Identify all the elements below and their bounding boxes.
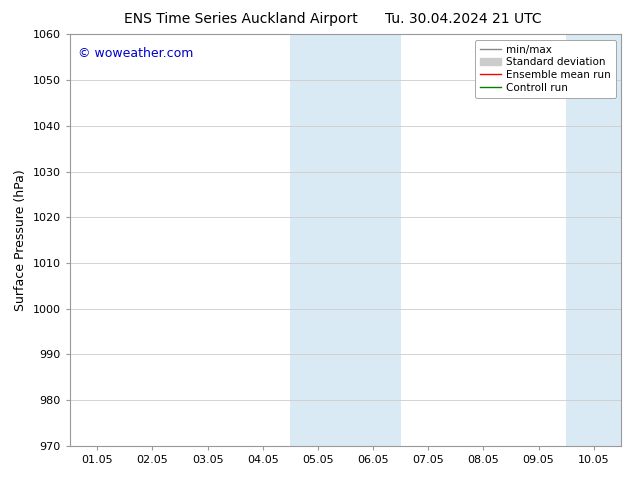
Bar: [566, 34, 621, 446]
Legend: min/max, Standard deviation, Ensemble mean run, Controll run: min/max, Standard deviation, Ensemble me…: [475, 40, 616, 98]
Text: Tu. 30.04.2024 21 UTC: Tu. 30.04.2024 21 UTC: [384, 12, 541, 26]
Y-axis label: Surface Pressure (hPa): Surface Pressure (hPa): [14, 169, 27, 311]
Text: ENS Time Series Auckland Airport: ENS Time Series Auckland Airport: [124, 12, 358, 26]
Text: © woweather.com: © woweather.com: [78, 47, 193, 60]
Bar: [290, 34, 401, 446]
